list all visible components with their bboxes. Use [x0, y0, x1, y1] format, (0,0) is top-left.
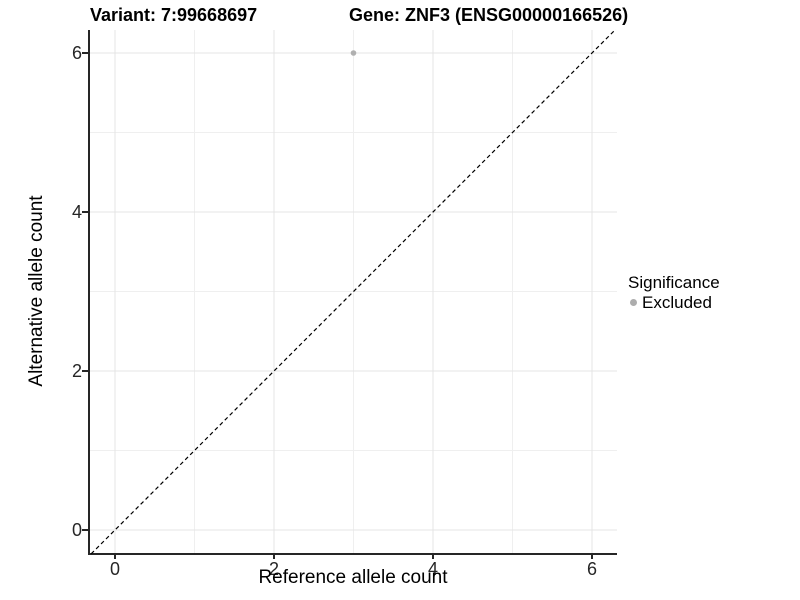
- y-tick-label: 6: [71, 43, 82, 63]
- x-tick-label: 4: [427, 559, 439, 579]
- y-tick-label: 0: [71, 520, 82, 540]
- data-point: [350, 50, 357, 56]
- x-axis-label: Reference allele count: [258, 567, 448, 588]
- plot-title-gene: Gene: ZNF3 (ENSG00000166526): [349, 5, 629, 25]
- plot-title-variant: Variant: 7:99668697: [90, 5, 258, 25]
- legend: Significance Excluded: [628, 273, 720, 312]
- x-tick-label: 6: [586, 559, 598, 579]
- y-axis-label: Alternative allele count: [26, 195, 47, 387]
- legend-title: Significance: [628, 273, 720, 292]
- legend-item-label: Excluded: [642, 293, 712, 312]
- x-tick-label: 2: [268, 559, 280, 579]
- legend-point-icon: [630, 299, 637, 306]
- plot-panel: [82, 28, 617, 559]
- y-tick-label: 2: [71, 361, 82, 381]
- y-tick-label: 4: [71, 202, 82, 222]
- legend-item-excluded: Excluded: [630, 293, 720, 312]
- x-tick-label: 0: [109, 559, 121, 579]
- plot-canvas: [82, 28, 617, 559]
- identity-dashed-line: [90, 28, 617, 555]
